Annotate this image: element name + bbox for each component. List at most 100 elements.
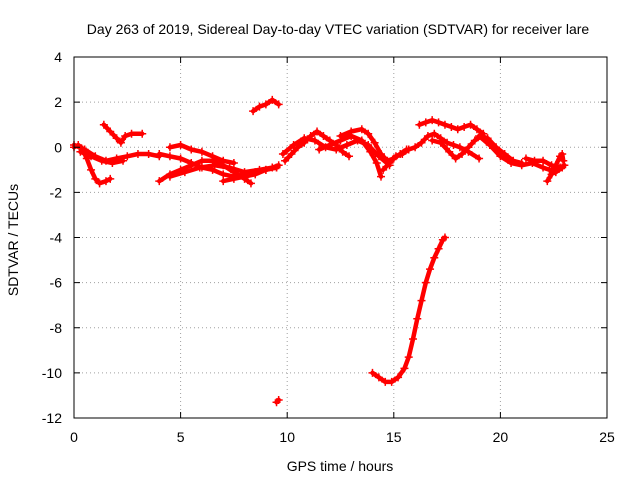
data-point (76, 147, 85, 156)
data-point (404, 353, 413, 362)
data-point (434, 244, 443, 253)
data-point (281, 156, 290, 165)
data-point (251, 170, 260, 179)
series-arc-r (415, 116, 488, 138)
data-point (300, 134, 309, 143)
data-point (440, 120, 449, 129)
data-point (180, 168, 189, 177)
data-point (472, 125, 481, 134)
data-point (255, 102, 264, 111)
data-point (458, 150, 467, 159)
data-point (268, 95, 277, 104)
data-point (385, 159, 394, 168)
series-arc-v (543, 150, 568, 186)
data-point (364, 129, 373, 138)
data-point (155, 150, 164, 159)
data-point (417, 296, 426, 305)
axis-ticks: 0 5 10 15 20 25 -12 -10 -8 -6 -4 -2 0 2 4 (42, 49, 615, 445)
y-tick-label: 2 (54, 94, 62, 110)
data-point (357, 136, 366, 145)
data-point (127, 129, 136, 138)
data-point (274, 100, 283, 109)
data-point (413, 314, 422, 323)
data-point (368, 368, 377, 377)
data-point (475, 154, 484, 163)
y-axis-label: SDTVAR / TECUs (5, 184, 21, 296)
y-tick-label: -6 (50, 275, 63, 291)
data-point (559, 156, 568, 165)
series-arc-u (521, 154, 569, 172)
series-arc-d (99, 120, 147, 147)
grid (74, 57, 607, 418)
data-point (436, 138, 445, 147)
data-point (101, 177, 110, 186)
y-tick-label: 4 (54, 49, 62, 65)
data-point (421, 278, 430, 287)
data-point (133, 150, 142, 159)
data-point (485, 140, 494, 149)
data-point (272, 163, 281, 172)
data-point (187, 145, 196, 154)
data-point (289, 140, 298, 149)
data-point (496, 152, 505, 161)
data-point (539, 163, 548, 172)
x-axis-label: GPS time / hours (287, 458, 394, 474)
data-point (165, 143, 174, 152)
data-point (430, 129, 439, 138)
data-point (539, 156, 548, 165)
data-point (379, 165, 388, 174)
data-point (287, 150, 296, 159)
data-point (455, 143, 464, 152)
data-point (261, 100, 270, 109)
data-point (521, 154, 530, 163)
data-point (332, 145, 341, 154)
data-point (121, 131, 130, 140)
data-point (530, 156, 539, 165)
data-point (453, 125, 462, 134)
data-point (246, 179, 255, 188)
data-point (411, 143, 420, 152)
data-point (240, 172, 249, 181)
data-point (421, 118, 430, 127)
chart-title: Day 263 of 2019, Sidereal Day-to-day VTE… (87, 21, 590, 37)
data-point (229, 174, 238, 183)
data-point (197, 147, 206, 156)
data-point (551, 161, 560, 170)
series-arc-c (76, 147, 128, 168)
data-point (387, 377, 396, 386)
data-point (445, 147, 454, 156)
data-point (176, 140, 185, 149)
data-point (319, 131, 328, 140)
data-point (430, 253, 439, 262)
data-point (108, 159, 117, 168)
data-point (400, 364, 409, 373)
data-point (123, 152, 132, 161)
x-tick-label: 5 (177, 429, 185, 445)
data-point (310, 136, 319, 145)
data-point (475, 131, 484, 140)
data-point (210, 161, 219, 170)
data-point (336, 136, 345, 145)
data-point (447, 122, 456, 131)
data-point (404, 145, 413, 154)
data-point (440, 233, 449, 242)
y-tick-label: 0 (54, 139, 62, 155)
data-point (278, 150, 287, 159)
data-point (408, 335, 417, 344)
data-point (274, 395, 283, 404)
y-tick-label: -10 (42, 365, 62, 381)
data-series (70, 95, 569, 407)
data-point (460, 122, 469, 131)
data-point (345, 152, 354, 161)
data-point (116, 138, 125, 147)
data-point (112, 134, 121, 143)
data-point (219, 177, 228, 186)
data-point (95, 179, 104, 188)
data-point (165, 172, 174, 181)
data-point (428, 116, 437, 125)
data-point (138, 129, 147, 138)
data-point (347, 131, 356, 140)
data-point (464, 143, 473, 152)
x-tick-label: 20 (493, 429, 509, 445)
